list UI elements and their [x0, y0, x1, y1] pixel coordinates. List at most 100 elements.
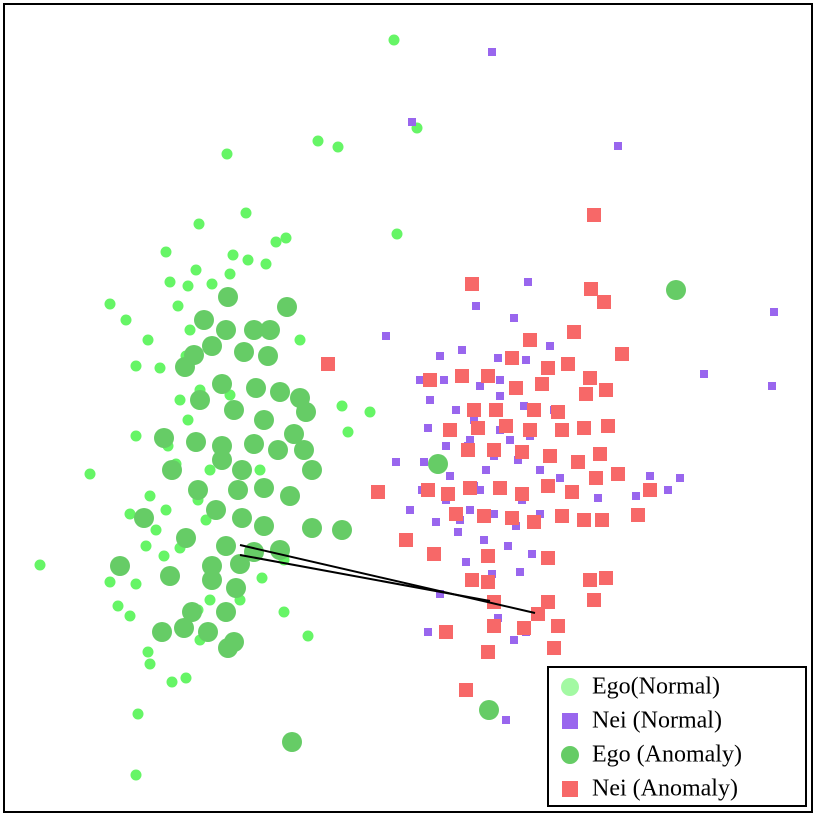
point	[420, 458, 428, 466]
point	[234, 342, 254, 362]
point	[278, 606, 290, 618]
point	[224, 268, 236, 280]
point	[110, 556, 130, 576]
point	[174, 618, 194, 638]
point	[423, 373, 437, 387]
point	[204, 464, 216, 476]
point	[302, 518, 322, 538]
point	[515, 445, 529, 459]
point	[481, 369, 495, 383]
point	[224, 400, 244, 420]
point	[505, 511, 519, 525]
point	[302, 460, 322, 480]
point	[130, 578, 142, 590]
point	[224, 632, 244, 652]
marks	[34, 34, 778, 781]
point	[479, 700, 499, 720]
point	[172, 300, 184, 312]
point	[244, 434, 264, 454]
point	[454, 528, 462, 536]
point	[432, 518, 440, 526]
point	[543, 449, 557, 463]
point	[182, 602, 202, 622]
point	[440, 376, 448, 384]
point	[439, 625, 453, 639]
point	[270, 236, 282, 248]
point	[134, 508, 154, 528]
point	[567, 325, 581, 339]
point	[611, 467, 625, 481]
point	[632, 492, 640, 500]
point	[527, 403, 541, 417]
point	[166, 676, 178, 688]
point	[280, 486, 300, 506]
point	[458, 346, 466, 354]
point	[202, 556, 222, 576]
point	[144, 490, 156, 502]
point	[364, 406, 376, 418]
point	[546, 342, 554, 350]
point	[541, 551, 555, 565]
point	[226, 578, 246, 598]
point	[471, 421, 485, 435]
point	[536, 510, 544, 518]
point	[476, 382, 484, 390]
point	[481, 575, 495, 589]
point	[230, 554, 250, 574]
point	[488, 570, 496, 578]
point	[421, 483, 435, 497]
point	[254, 410, 274, 430]
point	[428, 454, 448, 474]
point	[160, 504, 172, 516]
point	[646, 472, 654, 480]
point	[489, 403, 503, 417]
point	[277, 297, 297, 317]
point	[579, 387, 593, 401]
point	[164, 276, 176, 288]
point	[449, 507, 463, 521]
point	[523, 333, 537, 347]
point	[120, 314, 132, 326]
point	[142, 646, 154, 658]
point	[462, 558, 470, 566]
point	[541, 479, 555, 493]
point	[216, 602, 236, 622]
point	[144, 658, 156, 670]
point	[643, 483, 657, 497]
point	[481, 645, 495, 659]
point	[204, 594, 216, 606]
point	[476, 486, 484, 494]
point	[452, 406, 460, 414]
point	[466, 506, 474, 514]
point	[555, 423, 569, 437]
point	[242, 254, 254, 266]
legend-label: Ego (Anomaly)	[592, 742, 742, 768]
point	[160, 566, 180, 586]
point	[206, 500, 226, 520]
point	[399, 533, 413, 547]
point	[174, 394, 186, 406]
point	[599, 383, 613, 397]
point	[664, 486, 672, 494]
point	[589, 471, 603, 485]
point	[441, 487, 455, 501]
point	[510, 636, 518, 644]
point	[154, 362, 166, 374]
point	[194, 310, 214, 330]
point	[512, 522, 520, 530]
point	[770, 308, 778, 316]
point	[200, 514, 212, 526]
point	[477, 509, 491, 523]
point	[130, 769, 142, 781]
point	[487, 619, 501, 633]
point	[587, 208, 601, 222]
point	[551, 405, 565, 419]
point	[270, 540, 290, 560]
point	[184, 324, 196, 336]
legend-label: Nei (Normal)	[592, 708, 722, 734]
point	[202, 570, 222, 590]
legend-marker	[561, 678, 579, 696]
point	[494, 614, 502, 622]
point	[284, 424, 304, 444]
point	[467, 403, 481, 417]
